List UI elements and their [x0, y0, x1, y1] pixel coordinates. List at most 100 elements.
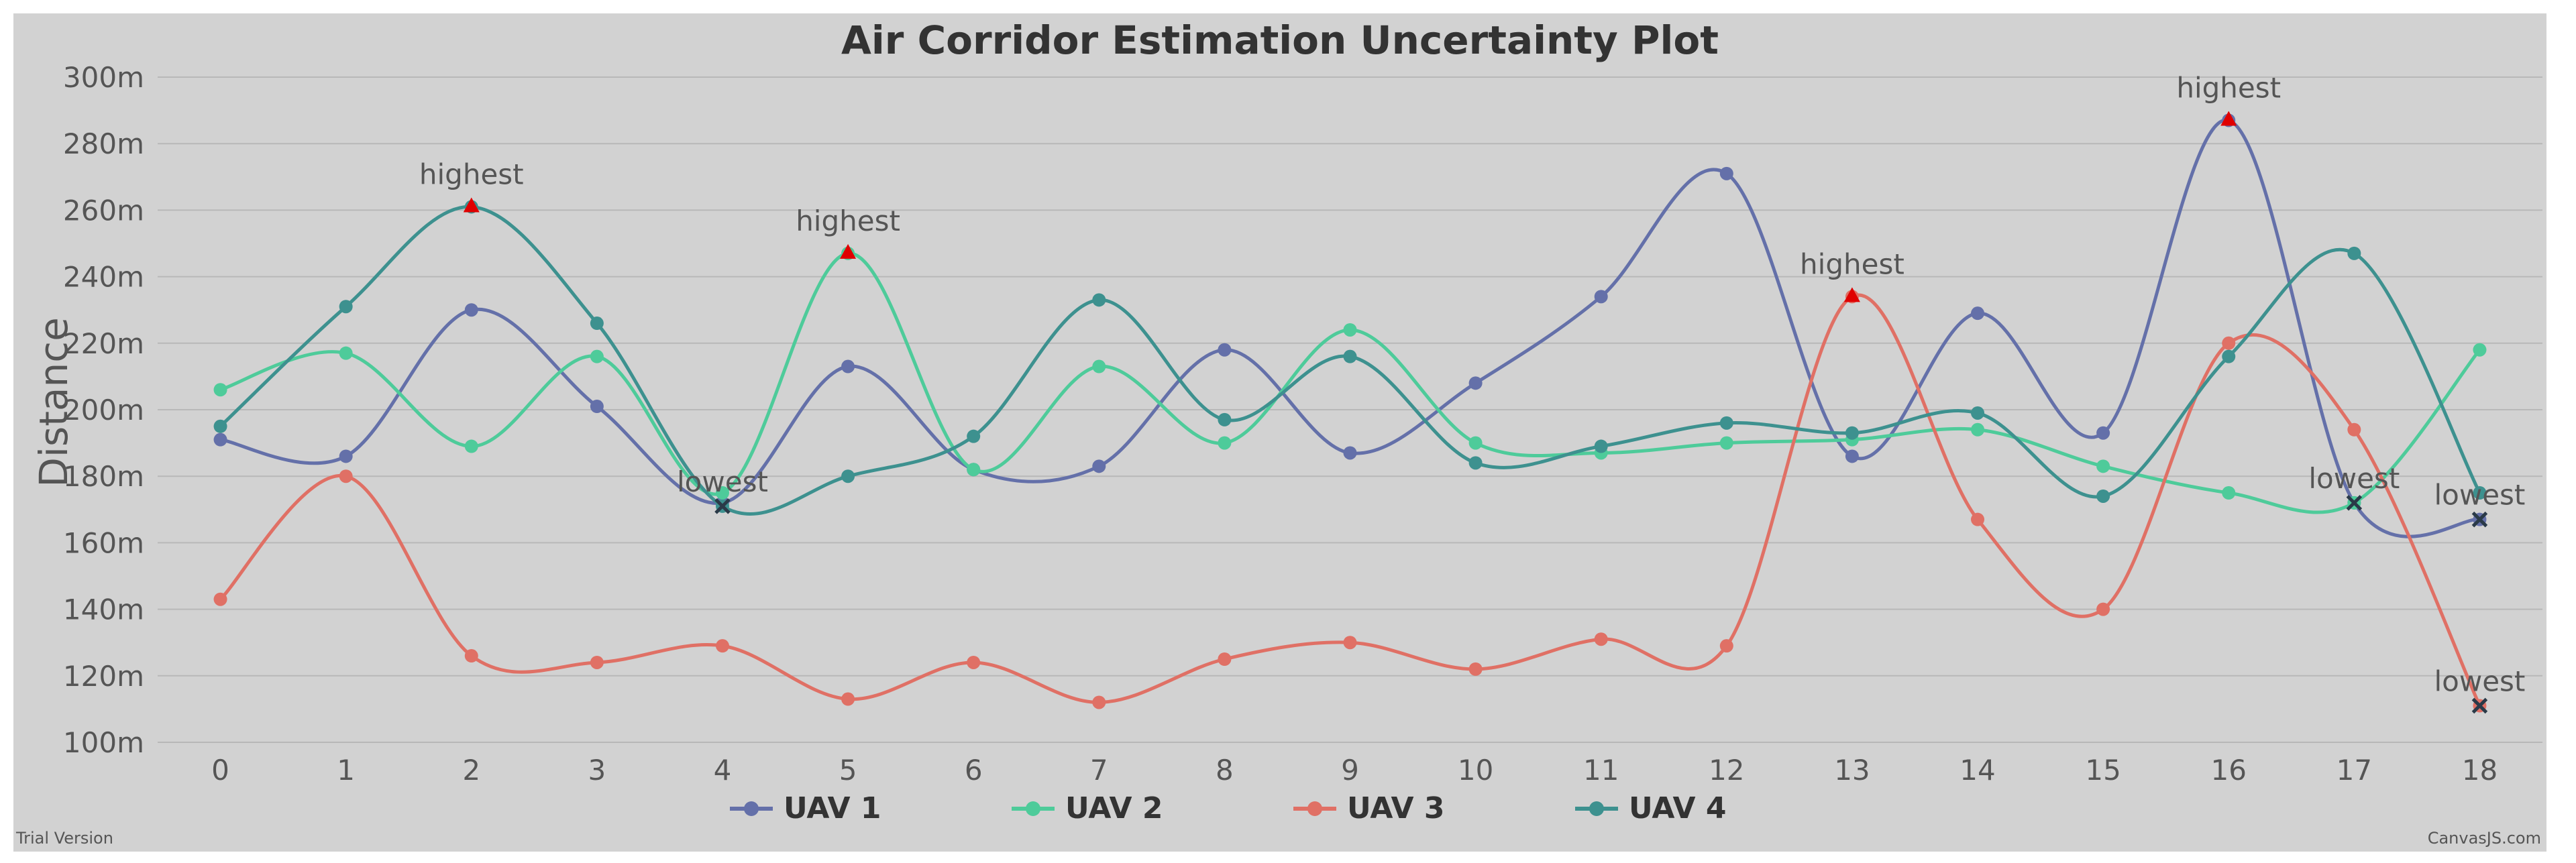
data-point [213, 383, 227, 397]
data-point [2096, 489, 2110, 503]
data-point [1845, 426, 1859, 440]
data-point [1218, 436, 1232, 450]
data-point [841, 469, 855, 483]
legend: UAV 1 UAV 2 UAV 3 UAV 4 [730, 791, 1726, 825]
x-tick-label: 3 [588, 754, 606, 787]
annotations: highest highest highest highest lowest lowest… [419, 71, 2525, 714]
data-point [1092, 695, 1106, 709]
data-point [1971, 406, 1985, 420]
data-point [967, 429, 981, 443]
data-point [2222, 336, 2236, 350]
gridlines [158, 76, 2542, 743]
highest-label: highest [796, 205, 900, 237]
y-tick-label: 200m [63, 394, 144, 426]
data-point [339, 300, 353, 314]
x-tick-label: 4 [714, 754, 732, 787]
legend-swatch-marker [1589, 801, 1604, 816]
legend-label: UAV 4 [1629, 791, 1726, 825]
data-point [1468, 662, 1483, 676]
data-point [1092, 459, 1106, 473]
data-point [339, 449, 353, 463]
data-point [213, 419, 227, 433]
y-axis-ticks: 100m 120m 140m 160m 180m 200m 220m 240m 260m 280m… [63, 61, 144, 759]
data-point [590, 400, 604, 414]
data-point [590, 349, 604, 363]
data-point [1343, 636, 1357, 650]
data-point [2096, 459, 2110, 473]
x-tick-label: 18 [2462, 754, 2498, 787]
x-axis-ticks: 0 1 2 3 4 5 6 7 8 9 10 11 12 13 14 15 16 17 18 [211, 754, 2498, 787]
lowest-marker [714, 498, 731, 514]
legend-swatch-marker [1307, 801, 1322, 816]
series-line-uav-2 [219, 251, 2481, 514]
data-point [2222, 486, 2236, 500]
y-tick-label: 160m [63, 526, 144, 559]
data-point [841, 692, 855, 706]
data-point [1468, 436, 1483, 450]
y-axis-title: Distance [31, 317, 76, 487]
line-chart: Air Corridor Estimation Uncertainty Plot… [15, 17, 2542, 848]
data-point [1343, 323, 1357, 337]
data-point [1092, 359, 1106, 373]
trial-version-label: Trial Version [15, 829, 113, 848]
y-tick-label: 100m [63, 726, 144, 759]
series-uav-2 [213, 246, 2487, 514]
lowest-label: lowest [2308, 462, 2400, 495]
x-tick-label: 12 [1709, 754, 1744, 787]
x-tick-label: 8 [1216, 754, 1234, 787]
y-tick-label: 240m [63, 261, 144, 294]
highest-label: highest [2176, 71, 2281, 104]
legend-item-uav-2[interactable]: UAV 2 [1012, 791, 1163, 825]
data-point [1594, 290, 1608, 304]
data-point [213, 592, 227, 606]
series-line-uav-1 [220, 118, 2480, 538]
data-point [967, 463, 981, 477]
data-point [967, 655, 981, 669]
legend-swatch-marker [744, 801, 759, 816]
x-tick-label: 11 [1583, 754, 1619, 787]
data-point [1594, 439, 1608, 453]
highest-marker [840, 243, 857, 259]
data-point [1971, 512, 1985, 526]
x-tick-label: 0 [211, 754, 229, 787]
x-tick-label: 15 [2085, 754, 2121, 787]
data-point [1343, 349, 1357, 363]
data-point [464, 303, 478, 317]
data-point [1343, 446, 1357, 460]
highest-label: highest [1800, 247, 1904, 280]
data-point [841, 359, 855, 373]
legend-item-uav-4[interactable]: UAV 4 [1575, 791, 1726, 825]
x-tick-label: 9 [1341, 754, 1359, 787]
data-point [1845, 449, 1859, 463]
data-point [2473, 343, 2487, 357]
x-tick-label: 16 [2211, 754, 2247, 787]
data-point [464, 439, 478, 453]
x-tick-label: 6 [965, 754, 983, 787]
lowest-marker [2471, 511, 2488, 528]
data-point [2473, 486, 2487, 500]
series-uav-4 [213, 200, 2487, 516]
highest-marker [463, 197, 480, 213]
x-tick-label: 7 [1090, 754, 1108, 787]
legend-label: UAV 3 [1347, 791, 1444, 825]
lowest-label: lowest [2434, 479, 2525, 512]
data-point [1971, 306, 1985, 321]
y-tick-label: 260m [63, 194, 144, 227]
legend-item-uav-3[interactable]: UAV 3 [1293, 791, 1444, 825]
x-tick-label: 1 [337, 754, 355, 787]
y-tick-label: 120m [63, 660, 144, 693]
legend-label: UAV 1 [784, 791, 881, 825]
data-point [1468, 456, 1483, 470]
y-tick-label: 140m [63, 593, 144, 626]
y-tick-label: 180m [63, 460, 144, 493]
data-point [1719, 166, 1733, 180]
data-point [590, 655, 604, 669]
canvasjs-credit-link[interactable]: CanvasJS.com [2428, 829, 2541, 848]
x-tick-label: 14 [1960, 754, 1995, 787]
data-point [1719, 639, 1733, 653]
data-point [1719, 436, 1733, 450]
y-tick-label: 280m [63, 127, 144, 160]
legend-item-uav-1[interactable]: UAV 1 [730, 791, 881, 825]
y-tick-label: 220m [63, 327, 144, 360]
data-point [590, 317, 604, 331]
